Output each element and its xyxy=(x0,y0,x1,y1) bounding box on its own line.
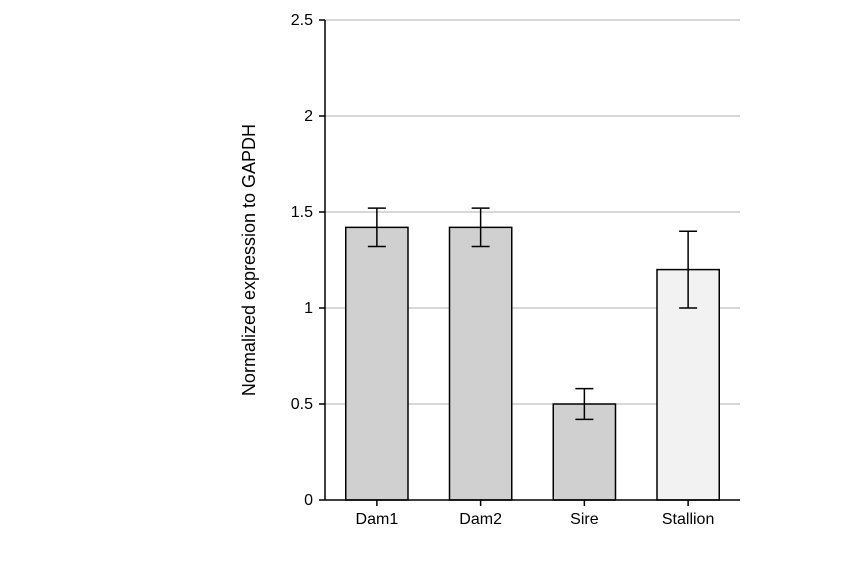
y-tick-label: 0.5 xyxy=(291,396,313,413)
x-tick-label: Dam2 xyxy=(459,511,502,528)
bar xyxy=(346,227,408,500)
y-axis-title: Normalized expression to GAPDH xyxy=(239,124,259,396)
y-tick-label: 1 xyxy=(304,300,313,317)
y-tick-label: 0 xyxy=(304,492,313,509)
y-tick-label: 2 xyxy=(304,108,313,125)
x-tick-label: Dam1 xyxy=(356,511,399,528)
y-tick-label: 1.5 xyxy=(291,204,313,221)
y-tick-label: 2.5 xyxy=(291,12,313,29)
bar-chart: 0 0.5 1 1.5 2 2.5 Dam1 Dam2 Sire Stallion Normaliz… xyxy=(0,0,850,576)
x-tick-label: Sire xyxy=(570,511,599,528)
chart-svg: 0 0.5 1 1.5 2 2.5 Dam1 Dam2 Sire Stallion Normaliz… xyxy=(0,0,850,576)
bar xyxy=(450,227,512,500)
x-tick-label: Stallion xyxy=(662,511,714,528)
